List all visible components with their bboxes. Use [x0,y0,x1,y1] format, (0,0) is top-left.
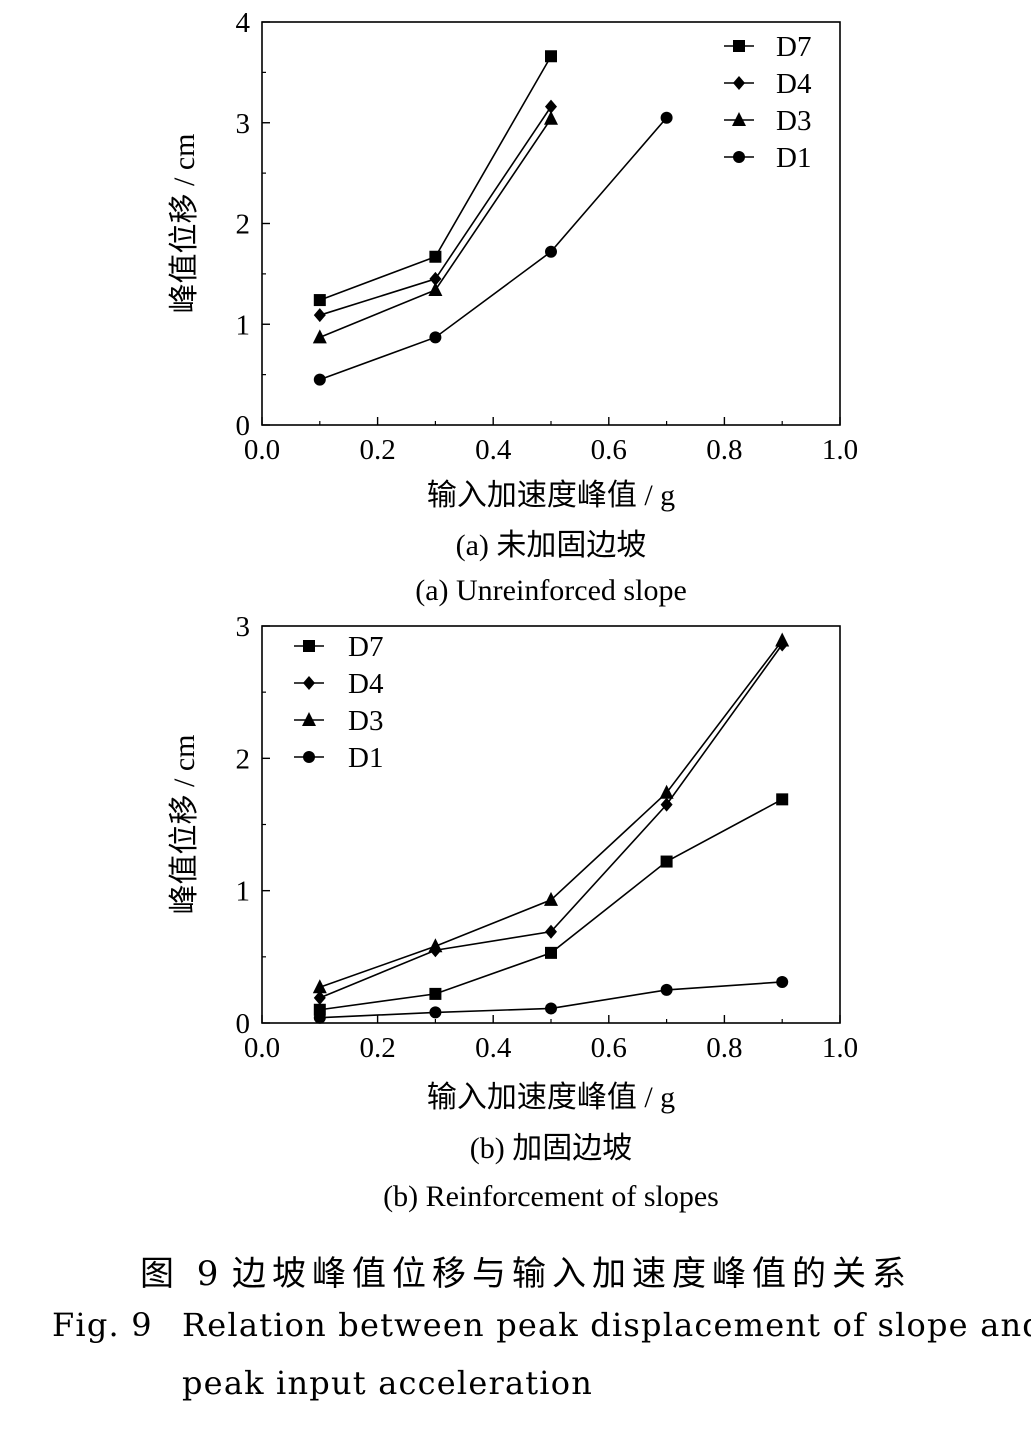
data-point-d4-a [545,99,557,114]
x-tick-label-b: 0.4 [475,1032,512,1064]
x-tick-label-a: 0.8 [706,434,742,466]
data-point-d7-b [660,855,673,868]
figure-caption-zh: 图 9 边坡峰值位移与输入加速度峰值的关系 [140,1246,912,1295]
chart-b: 0.0 0.2 0.4 0.6 0.8 1.0 0 1 2 3 峰值位移 / cm 输入加速度峰值 /… [168,611,858,1213]
legend-label-d4: D4 [348,668,384,700]
y-tick-label-a: 2 [236,209,251,241]
data-point-d3-a [428,281,443,296]
y-axis-label-a: 峰值位移 / cm [168,134,201,314]
data-point-d3-a [312,329,327,344]
data-point-d1-b [545,1002,557,1015]
series-line-d7-a [319,55,552,301]
legend-marker-d3 [732,112,746,126]
data-point-d3-b [775,632,790,647]
data-point-d1-a [545,245,557,258]
data-point-d3-b [544,891,558,906]
legend-marker-d3 [302,712,316,726]
x-axis-label-b: 输入加速度峰值 / g [427,1081,675,1114]
series-line-d1-a [319,117,668,381]
x-tick-label-b: 0.6 [591,1032,627,1064]
data-point-d4-b [660,797,673,812]
figure-number-en: Fig. 9 [52,1306,153,1344]
legend-label-d3: D3 [348,705,383,737]
legend-b: D7 D4 D3 D1 [294,631,384,774]
figure-number-zh: 图 9 [140,1254,225,1294]
legend-label-d1: D1 [348,742,383,774]
data-point-d7-a [545,50,557,63]
subplot-caption-zh-a: (a) 未加固边坡 [456,529,647,562]
figure-caption-en-line2: peak input acceleration [182,1364,594,1402]
figure-title-zh: 边坡峰值位移与输入加速度峰值的关系 [232,1254,912,1294]
x-tick-label-b: 0.8 [706,1032,742,1064]
data-point-d7-b [776,793,789,806]
x-tick-label-a: 0.2 [359,434,395,466]
data-point-d4-b [313,990,326,1005]
data-point-d4-a [313,308,326,323]
data-point-d7-a [313,294,326,307]
legend-marker-d7 [733,40,745,52]
data-point-d1-a [429,331,442,344]
data-point-d1-a [660,111,673,124]
x-tick-label-a: 0.0 [244,434,280,466]
series-line-d4-b [319,644,783,999]
legend-label-d3: D3 [776,105,811,137]
x-tick-label-a: 0.6 [591,434,627,466]
legend-label-d4: D4 [776,68,812,100]
y-tick-label-a: 0 [236,410,251,442]
chart-a: 0.0 0.2 0.4 0.6 0.8 1.0 0 1 2 3 4 峰值位移 / cm 输入加速度峰值 … [168,7,858,607]
y-tick-label-b: 1 [236,876,251,908]
data-point-d4-b [545,924,557,939]
data-point-d7-b [429,987,442,1000]
y-tick-label-b: 3 [236,611,251,643]
y-tick-label-b: 0 [236,1008,251,1040]
data-point-d1-b [660,983,673,996]
x-tick-label-b: 0.2 [359,1032,395,1064]
legend-marker-d1 [733,151,745,163]
legend-label-d1: D1 [776,142,811,174]
legend-label-d7: D7 [776,31,811,63]
subplot-caption-en-b: (b) Reinforcement of slopes [383,1180,719,1213]
data-point-d7-a [429,250,442,263]
data-point-d7-b [545,946,557,959]
x-tick-label-a: 1.0 [822,434,858,466]
legend-marker-d7 [303,640,315,652]
legend-label-d7: D7 [348,631,383,663]
data-point-d3-a [544,110,558,125]
x-tick-label-b: 0.0 [244,1032,280,1064]
figure-title-en-line1: Relation between peak displacement of sl… [182,1306,1031,1344]
data-point-d4-a [429,271,442,286]
data-point-d1-b [776,975,789,988]
data-point-d1-a [313,373,326,386]
legend-marker-d1 [303,751,315,763]
y-tick-label-b: 2 [236,743,251,775]
figure-caption-en: Fig. 9 Relation between peak displacement… [52,1306,1031,1344]
legend-a: D7 D4 D3 D1 [724,31,812,174]
y-tick-label-a: 4 [236,7,251,39]
data-point-d3-b [312,979,327,994]
y-tick-label-a: 1 [236,309,251,341]
x-axis-label-a: 输入加速度峰值 / g [427,479,675,512]
subplot-caption-en-a: (a) Unreinforced slope [415,574,687,607]
data-point-d3-b [659,784,674,799]
x-tick-label-b: 1.0 [822,1032,858,1064]
subplot-caption-zh-b: (b) 加固边坡 [470,1132,632,1165]
data-point-d1-b [313,1011,326,1024]
legend-marker-d4 [733,76,745,90]
data-point-d3-b [428,938,443,953]
y-axis-label-b: 峰值位移 / cm [168,735,201,915]
legend-marker-d4 [303,676,315,690]
y-tick-label-a: 3 [236,108,251,140]
data-point-d1-b [429,1006,442,1019]
x-tick-label-a: 0.4 [475,434,512,466]
